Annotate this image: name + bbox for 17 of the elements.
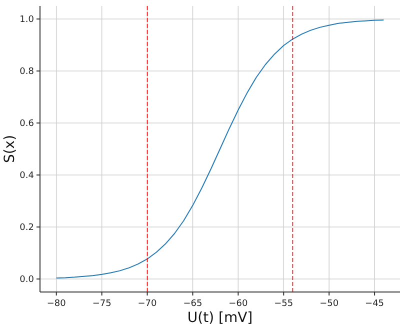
x-tick-label: −50 bbox=[320, 299, 339, 309]
x-tick-label: −60 bbox=[228, 299, 248, 309]
x-tick-label: −65 bbox=[183, 299, 202, 309]
y-tick-label: 0.0 bbox=[20, 275, 34, 286]
x-axis-title: U(t) [mV] bbox=[187, 310, 253, 326]
y-tick-label: 0.8 bbox=[20, 67, 34, 78]
x-tick-label: −75 bbox=[92, 299, 112, 309]
y-tick-label: 1.0 bbox=[20, 15, 34, 26]
y-axis-title: S(x) bbox=[2, 134, 18, 164]
y-tick-label: 0.2 bbox=[20, 223, 34, 234]
x-tick-label: −45 bbox=[365, 299, 384, 309]
x-tick-label: −55 bbox=[274, 299, 294, 309]
x-tick-label: −80 bbox=[46, 299, 66, 309]
y-tick-label: 0.6 bbox=[20, 119, 34, 130]
x-tick-label: −70 bbox=[138, 299, 158, 309]
y-tick-label: 0.4 bbox=[20, 171, 34, 182]
line-series bbox=[56, 20, 384, 278]
